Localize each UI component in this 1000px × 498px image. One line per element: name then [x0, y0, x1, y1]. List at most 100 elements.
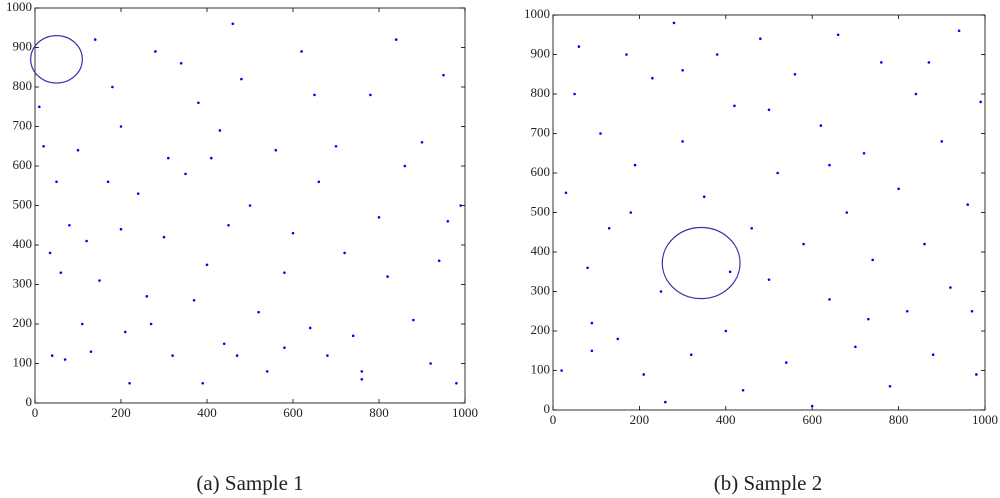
point [689, 353, 693, 357]
region-circle [30, 35, 83, 84]
point [957, 29, 961, 33]
x-tick-label: 800 [369, 405, 389, 420]
point [733, 104, 736, 108]
point [308, 326, 312, 330]
point [171, 354, 174, 357]
point [93, 38, 97, 41]
point [68, 223, 71, 227]
point [369, 93, 372, 97]
point [836, 33, 840, 37]
point [633, 163, 637, 167]
y-tick-label: 400 [531, 243, 551, 258]
point [429, 362, 432, 365]
point [317, 180, 321, 184]
point [590, 321, 594, 325]
point [377, 216, 381, 219]
point [664, 400, 667, 404]
point [300, 50, 303, 53]
point [616, 337, 620, 341]
point [38, 105, 41, 109]
x-tick-label: 800 [889, 412, 909, 427]
point [227, 223, 230, 227]
point [979, 100, 982, 104]
point [767, 108, 771, 112]
x-tick-label: 200 [111, 405, 131, 420]
point [119, 125, 123, 128]
point [888, 385, 892, 388]
point [218, 129, 222, 132]
point [257, 310, 260, 314]
point [274, 148, 278, 152]
y-tick-label: 1000 [524, 6, 550, 21]
y-tick-label: 600 [13, 157, 33, 172]
y-tick-label: 700 [13, 117, 33, 132]
y-tick-label: 200 [531, 322, 551, 337]
caption: (a) Sample 1 [196, 471, 303, 495]
y-tick-label: 100 [13, 354, 33, 369]
point [927, 61, 931, 64]
point [759, 37, 762, 40]
point [828, 163, 831, 167]
point [914, 92, 918, 96]
x-tick-label: 200 [630, 412, 650, 427]
point [98, 279, 101, 282]
point [715, 53, 719, 56]
point [283, 346, 286, 350]
point [862, 151, 866, 155]
point [111, 85, 114, 89]
point [459, 204, 463, 207]
point [970, 309, 974, 313]
point [651, 76, 654, 80]
y-tick-label: 1000 [6, 0, 32, 14]
point [905, 309, 909, 313]
point [235, 354, 239, 357]
point [403, 164, 407, 168]
point [975, 373, 978, 376]
point [577, 45, 581, 48]
point [76, 148, 80, 152]
point [880, 61, 883, 64]
point [793, 72, 797, 76]
point [136, 192, 140, 195]
point [124, 330, 127, 334]
point [750, 227, 754, 230]
point [681, 140, 684, 143]
point [85, 239, 88, 243]
point [442, 73, 445, 77]
y-tick-label: 0 [544, 401, 551, 416]
y-tick-label: 100 [531, 361, 551, 376]
point [741, 388, 745, 392]
point [940, 140, 944, 143]
point [871, 258, 874, 262]
point [702, 195, 706, 198]
point [897, 187, 900, 191]
point [599, 132, 602, 135]
point [564, 191, 568, 195]
point [931, 353, 935, 357]
point [728, 270, 732, 274]
point [625, 53, 628, 56]
point [412, 318, 415, 322]
x-tick-label: 400 [197, 405, 217, 420]
point [231, 22, 235, 26]
point [802, 242, 805, 246]
point [248, 204, 252, 207]
point [265, 370, 269, 373]
x-tick-label: 1000 [452, 405, 478, 420]
point [167, 156, 170, 160]
y-tick-label: 600 [531, 164, 551, 179]
x-tick-label: 1000 [972, 412, 998, 427]
caption: (b) Sample 2 [714, 471, 822, 495]
point [145, 295, 149, 298]
point [128, 381, 131, 385]
x-tick-label: 400 [716, 412, 736, 427]
point [192, 299, 196, 302]
point [607, 227, 611, 230]
point [81, 322, 84, 326]
x-tick-label: 600 [283, 405, 303, 420]
point [784, 361, 788, 364]
y-tick-label: 0 [26, 394, 33, 409]
region-circle [661, 226, 741, 300]
point [681, 69, 684, 72]
